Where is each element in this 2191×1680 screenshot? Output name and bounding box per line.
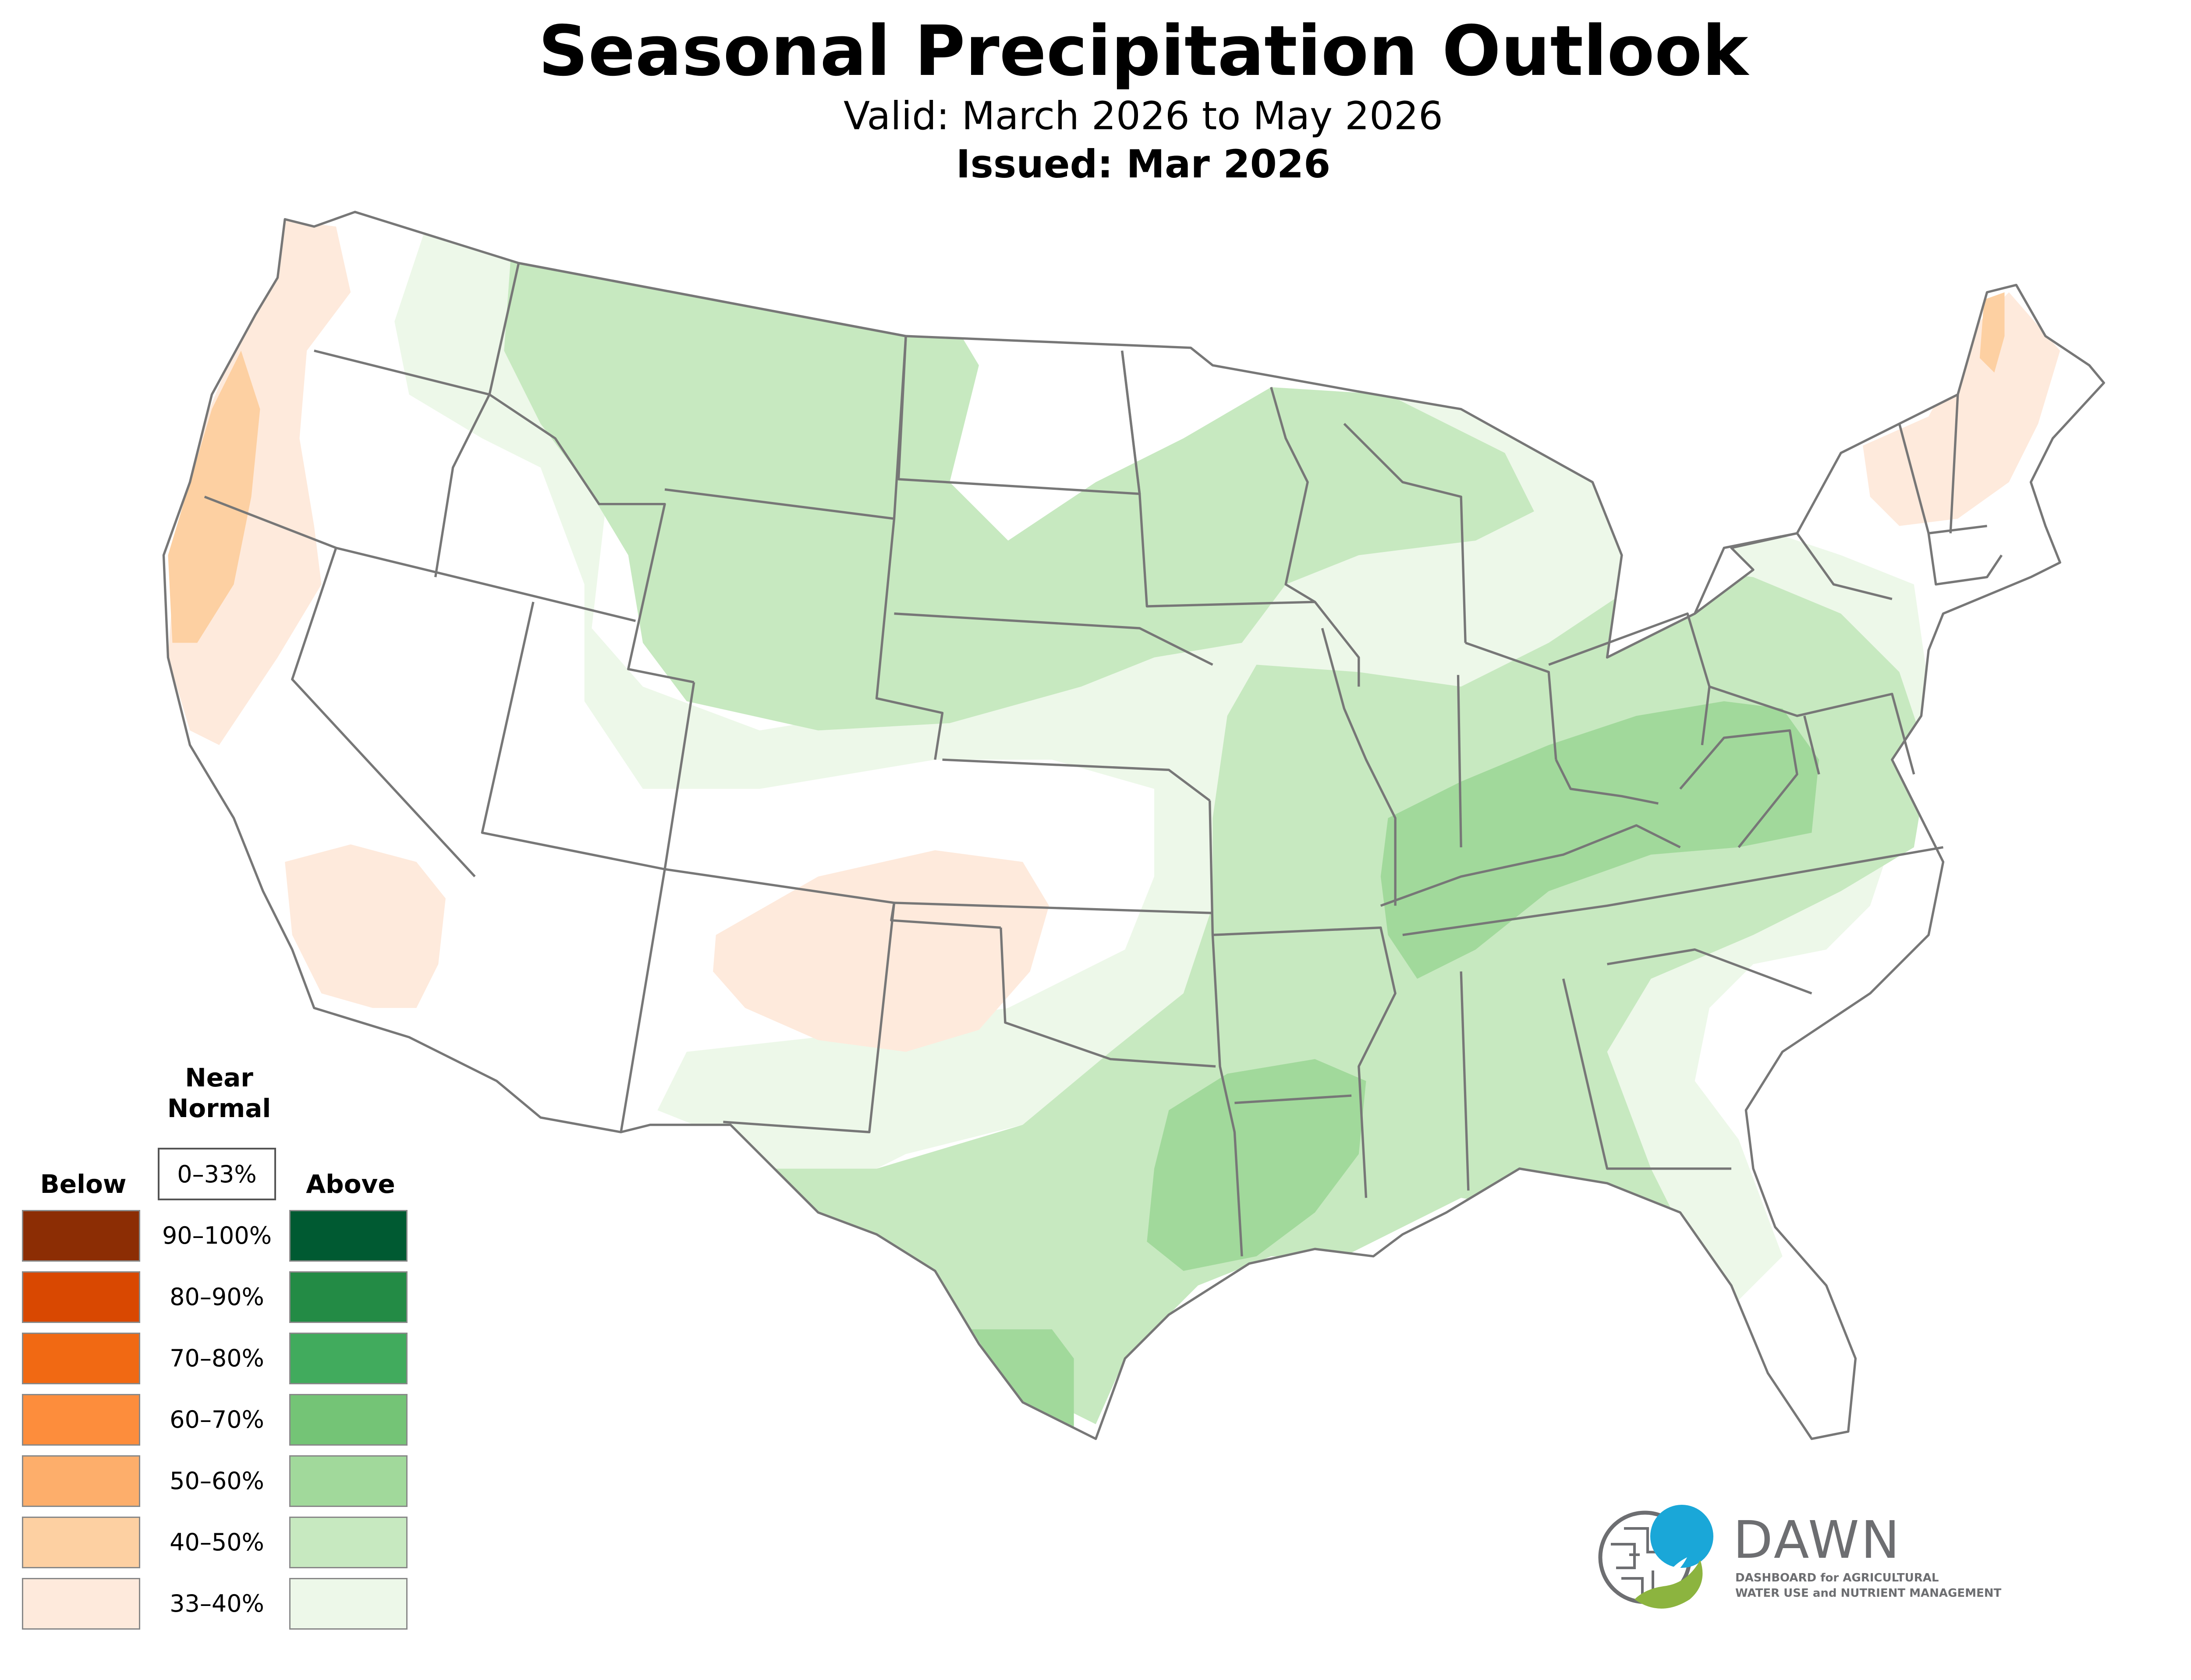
legend-below-swatch-60-70 — [22, 1394, 140, 1446]
legend-bin-label: 60–70% — [170, 1406, 264, 1433]
issued-date: Issued: Mar 2026 — [956, 141, 1331, 187]
legend-above-swatch-50-60 — [289, 1455, 408, 1507]
legend-bin-label: 80–90% — [170, 1283, 264, 1311]
legend-above-swatch-33-40 — [289, 1578, 408, 1630]
probability-shading — [168, 219, 2060, 1432]
below-33-40-southern-california — [285, 844, 446, 1008]
legend-bin-label: 90–100% — [162, 1222, 272, 1249]
legend-below-swatch-70-80 — [22, 1333, 140, 1384]
legend-above-swatch-60-70 — [289, 1394, 408, 1446]
legend-below-swatch-80-90 — [22, 1271, 140, 1323]
legend-above-swatch-80-90 — [289, 1271, 408, 1323]
legend-above-swatch-70-80 — [289, 1333, 408, 1384]
above-40-50-northern-plains — [504, 248, 1534, 731]
state-boundaries — [162, 211, 2105, 1440]
legend-near-normal-header: Near Normal — [145, 1062, 294, 1124]
legend-near-normal-box: 0–33% — [158, 1148, 276, 1200]
dawn-tagline-line1: DASHBOARD for AGRICULTURAL — [1735, 1571, 1939, 1585]
legend-bin-label: 70–80% — [170, 1344, 264, 1372]
legend-above-swatch-90-100 — [289, 1210, 408, 1262]
legend-near-normal-header-text: Near Normal — [167, 1063, 271, 1123]
legend-bin-label: 33–40% — [170, 1590, 264, 1617]
dawn-tagline-line2: WATER USE and NUTRIENT MANAGEMENT — [1735, 1587, 2002, 1600]
valid-period: Valid: March 2026 to May 2026 — [844, 93, 1443, 138]
below-40-50-northern-maine — [1979, 292, 2005, 373]
legend-below-swatch-40-50 — [22, 1517, 140, 1568]
legend-above-swatch-40-50 — [289, 1517, 408, 1568]
legend-below-swatch-50-60 — [22, 1455, 140, 1507]
legend-bin-label: 50–60% — [170, 1467, 264, 1495]
legend-below-swatch-33-40 — [22, 1578, 140, 1630]
map-title: Seasonal Precipitation Outlook — [538, 11, 1748, 92]
legend-above-header: Above — [306, 1169, 395, 1199]
above-50-60-lower-mississippi — [1147, 1059, 1366, 1271]
dawn-wordmark: DAWN — [1733, 1510, 1902, 1570]
below-40-50-north-california-coast — [168, 350, 260, 643]
below-33-40-southwest — [713, 850, 1049, 1052]
legend-below-swatch-90-100 — [22, 1210, 140, 1262]
legend-bin-label: 40–50% — [170, 1528, 264, 1556]
below-33-40-northern-new-england — [1863, 292, 2060, 526]
above-50-60-south-texas — [971, 1329, 1074, 1432]
legend-below-header: Below — [40, 1169, 127, 1199]
dawn-logo-icon — [1598, 1505, 1713, 1609]
